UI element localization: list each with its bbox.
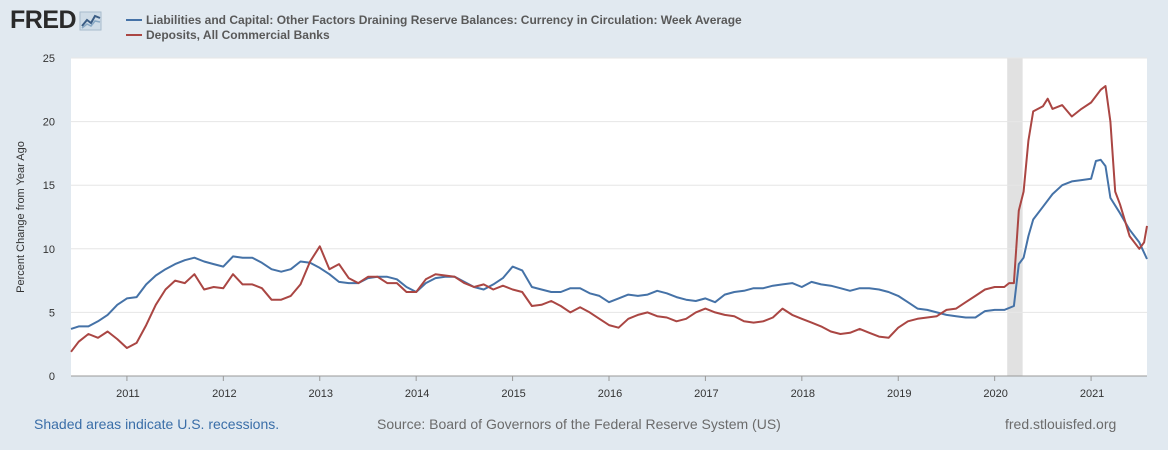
x-tick-label-2015: 2015 <box>501 388 525 400</box>
y-tick-label-5: 5 <box>49 307 55 319</box>
chart-footer: Shaded areas indicate U.S. recessions. S… <box>0 416 1168 436</box>
y-axis-label: Percent Change from Year Ago <box>15 141 27 293</box>
plot-area <box>71 58 1147 376</box>
x-tick-label-2018: 2018 <box>791 388 815 400</box>
source-note: Source: Board of Governors of the Federa… <box>377 416 781 432</box>
series-line-1[interactable] <box>70 85 1148 353</box>
legend-label-currency: Liabilities and Capital: Other Factors D… <box>146 12 742 27</box>
chart-header: FRED Liabilities and Capital: Other Fact… <box>0 0 1168 50</box>
recession-note-link[interactable]: Shaded areas indicate U.S. recessions. <box>34 416 280 432</box>
x-tick-label-2012: 2012 <box>212 388 236 400</box>
x-tick-label-2020: 2020 <box>983 388 1007 400</box>
x-tick-label-2014: 2014 <box>405 388 429 400</box>
recession-bands <box>1007 58 1023 376</box>
fred-url[interactable]: fred.stlouisfed.org <box>1005 416 1117 432</box>
legend-label-deposits: Deposits, All Commercial Banks <box>146 27 330 42</box>
x-tick-label-2017: 2017 <box>694 388 718 400</box>
y-tick-label-0: 0 <box>49 371 55 383</box>
x-tick-label-2013: 2013 <box>309 388 333 400</box>
legend-swatch-red <box>126 33 142 36</box>
gridlines <box>71 57 1147 313</box>
legend-swatch-blue <box>126 18 142 21</box>
y-tick-label-15: 15 <box>43 180 55 192</box>
x-tick-label-2019: 2019 <box>887 388 911 400</box>
y-axis-ticks: 0 5 10 15 20 25 <box>43 53 55 383</box>
series-lines <box>70 85 1148 353</box>
y-tick-label-10: 10 <box>43 244 55 256</box>
y-tick-label-25: 25 <box>43 53 55 65</box>
x-axis-ticks: 2011 2012 2013 2014 2015 2016 2017 2018 2019 2020… <box>71 375 1147 400</box>
chart-legend: Liabilities and Capital: Other Factors D… <box>126 12 742 42</box>
chart-trend-icon <box>79 11 102 30</box>
x-tick-label-2016: 2016 <box>598 388 622 400</box>
x-tick-label-2011: 2011 <box>116 388 140 400</box>
logo-text: FRED <box>10 6 77 34</box>
legend-item-deposits[interactable]: Deposits, All Commercial Banks <box>126 27 742 42</box>
y-tick-label-20: 20 <box>43 117 55 129</box>
fred-logo[interactable]: FRED <box>10 6 103 35</box>
recession-band-0 <box>1007 58 1023 376</box>
legend-item-currency[interactable]: Liabilities and Capital: Other Factors D… <box>126 12 742 27</box>
x-tick-label-2021: 2021 <box>1080 388 1104 400</box>
series-line-0[interactable] <box>70 158 1148 330</box>
